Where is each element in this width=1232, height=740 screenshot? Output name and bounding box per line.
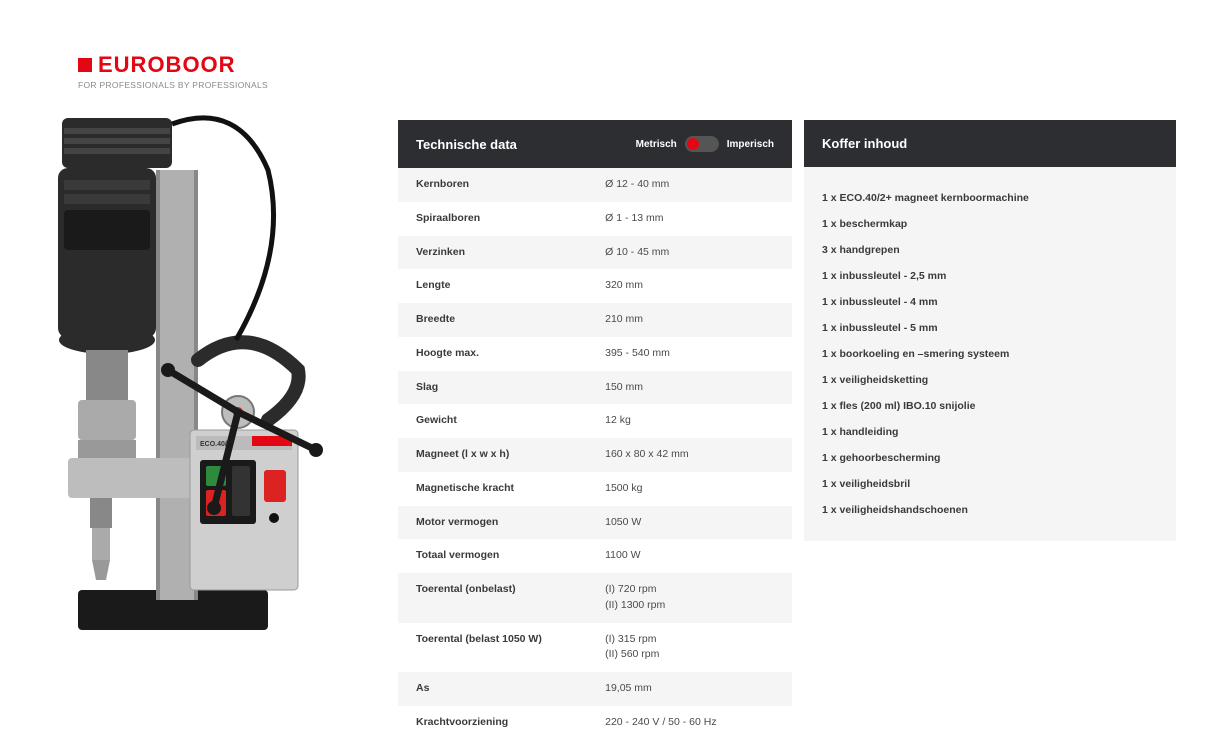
unit-toggle[interactable]: Metrisch Imperisch	[636, 136, 774, 152]
spec-label: Totaal vermogen	[398, 539, 587, 573]
spec-row: Gewicht12 kg	[398, 404, 792, 438]
spec-row: Krachtvoorziening220 - 240 V / 50 - 60 H…	[398, 706, 792, 740]
spec-label: Hoogte max.	[398, 337, 587, 371]
spec-row: Totaal vermogen1100 W	[398, 539, 792, 573]
spec-value: 19,05 mm	[587, 672, 792, 706]
spec-value: 395 - 540 mm	[587, 337, 792, 371]
box-item: 1 x inbussleutel - 2,5 mm	[822, 263, 1158, 289]
logo-brand-text: EUROBOOR	[98, 52, 236, 78]
spec-label: Gewicht	[398, 404, 587, 438]
box-item: 1 x veiligheidsketting	[822, 367, 1158, 393]
spec-row: Slag150 mm	[398, 371, 792, 405]
spec-label: Toerental (belast 1050 W)	[398, 623, 587, 673]
spec-label: Spiraalboren	[398, 202, 587, 236]
spec-label: As	[398, 672, 587, 706]
box-item: 1 x ECO.40/2+ magneet kernboormachine	[822, 185, 1158, 211]
box-item: 3 x handgrepen	[822, 237, 1158, 263]
tech-panel-title: Technische data	[416, 137, 517, 152]
spec-label: Magneet (l x w x h)	[398, 438, 587, 472]
logo-square-icon	[78, 58, 92, 72]
box-contents-panel: Koffer inhoud 1 x ECO.40/2+ magneet kern…	[804, 120, 1176, 740]
logo-tagline: FOR PROFESSIONALS BY PROFESSIONALS	[78, 80, 268, 90]
spec-row: Lengte320 mm	[398, 269, 792, 303]
spec-table: KernborenØ 12 - 40 mmSpiraalborenØ 1 - 1…	[398, 168, 792, 740]
spec-value: 1100 W	[587, 539, 792, 573]
spec-row: Toerental (belast 1050 W)(I) 315 rpm (II…	[398, 623, 792, 673]
spec-value: Ø 12 - 40 mm	[587, 168, 792, 202]
spec-label: Breedte	[398, 303, 587, 337]
spec-row: Motor vermogen1050 W	[398, 506, 792, 540]
box-panel-header: Koffer inhoud	[804, 120, 1176, 167]
box-item: 1 x handleiding	[822, 419, 1158, 445]
spec-label: Lengte	[398, 269, 587, 303]
spec-label: Slag	[398, 371, 587, 405]
box-item: 1 x beschermkap	[822, 211, 1158, 237]
box-item: 1 x veiligheidsbril	[822, 471, 1158, 497]
product-image: ECO.40/2	[38, 110, 358, 640]
spec-label: Krachtvoorziening	[398, 706, 587, 740]
spec-value: 220 - 240 V / 50 - 60 Hz	[587, 706, 792, 740]
technical-data-panel: Technische data Metrisch Imperisch Kernb…	[398, 120, 792, 740]
box-panel-title: Koffer inhoud	[822, 136, 907, 151]
spec-row: Hoogte max.395 - 540 mm	[398, 337, 792, 371]
box-item: 1 x veiligheidshandschoenen	[822, 497, 1158, 523]
spec-value: 320 mm	[587, 269, 792, 303]
box-item: 1 x inbussleutel - 5 mm	[822, 315, 1158, 341]
toggle-switch-icon[interactable]	[685, 136, 719, 152]
spec-row: SpiraalborenØ 1 - 13 mm	[398, 202, 792, 236]
toggle-label-metric: Metrisch	[636, 139, 677, 150]
box-item: 1 x gehoorbescherming	[822, 445, 1158, 471]
spec-row: Toerental (onbelast)(I) 720 rpm (II) 130…	[398, 573, 792, 623]
tech-panel-header: Technische data Metrisch Imperisch	[398, 120, 792, 168]
spec-row: KernborenØ 12 - 40 mm	[398, 168, 792, 202]
spec-row: Breedte210 mm	[398, 303, 792, 337]
box-item: 1 x inbussleutel - 4 mm	[822, 289, 1158, 315]
spec-value: 1500 kg	[587, 472, 792, 506]
box-item: 1 x boorkoeling en –smering systeem	[822, 341, 1158, 367]
spec-label: Toerental (onbelast)	[398, 573, 587, 623]
box-item: 1 x fles (200 ml) IBO.10 snijolie	[822, 393, 1158, 419]
spec-row: Magneet (l x w x h)160 x 80 x 42 mm	[398, 438, 792, 472]
spec-label: Kernboren	[398, 168, 587, 202]
spec-label: Magnetische kracht	[398, 472, 587, 506]
spec-label: Motor vermogen	[398, 506, 587, 540]
spec-value: (I) 315 rpm (II) 560 rpm	[587, 623, 792, 673]
spec-row: As19,05 mm	[398, 672, 792, 706]
spec-value: Ø 1 - 13 mm	[587, 202, 792, 236]
box-contents-list: 1 x ECO.40/2+ magneet kernboormachine1 x…	[804, 167, 1176, 541]
spec-value: Ø 10 - 45 mm	[587, 236, 792, 270]
spec-label: Verzinken	[398, 236, 587, 270]
brand-logo: EUROBOOR FOR PROFESSIONALS BY PROFESSION…	[78, 52, 268, 90]
toggle-label-imperial: Imperisch	[727, 139, 774, 150]
spec-row: VerzinkenØ 10 - 45 mm	[398, 236, 792, 270]
spec-value: 210 mm	[587, 303, 792, 337]
spec-value: 1050 W	[587, 506, 792, 540]
spec-value: (I) 720 rpm (II) 1300 rpm	[587, 573, 792, 623]
spec-value: 150 mm	[587, 371, 792, 405]
spec-value: 160 x 80 x 42 mm	[587, 438, 792, 472]
spec-row: Magnetische kracht1500 kg	[398, 472, 792, 506]
spec-value: 12 kg	[587, 404, 792, 438]
